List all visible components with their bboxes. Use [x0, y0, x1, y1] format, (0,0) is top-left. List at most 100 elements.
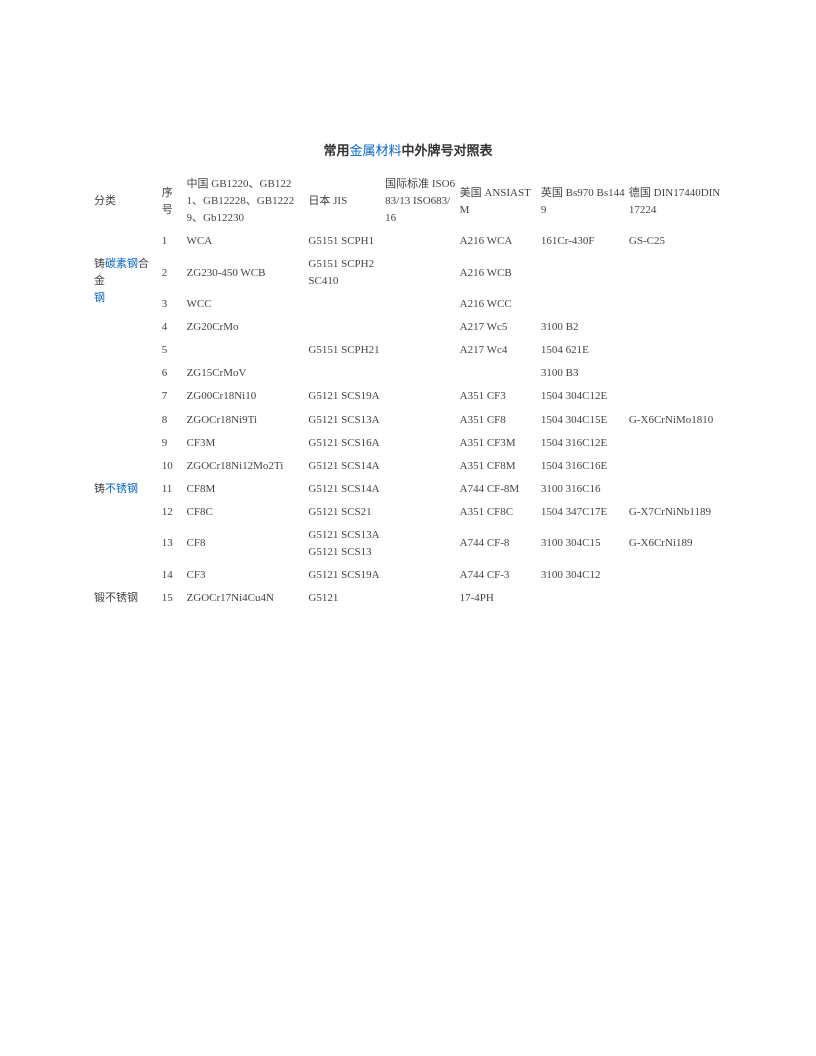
category-cell: 铸碳素钢合金钢 — [92, 253, 160, 316]
jp-cell: G5151 SCPH2 SC410 — [306, 253, 383, 293]
iso-cell — [383, 362, 457, 385]
cat-text: 铸 — [94, 483, 105, 495]
us-cell: A351 CF8 — [458, 409, 539, 432]
uk-cell: 1504 347C17E — [539, 501, 627, 524]
de-cell: G-X6CrNiMo1810 — [627, 409, 724, 432]
cn-cell: WCC — [185, 293, 307, 316]
seq-cell: 2 — [160, 253, 185, 293]
de-cell — [627, 432, 724, 455]
iso-cell — [383, 587, 457, 610]
category-cell — [92, 385, 160, 408]
iso-cell — [383, 339, 457, 362]
category-cell: 铸不锈钢 — [92, 478, 160, 501]
header-iso: 国际标准 ISO683/13 ISO683/16 — [383, 173, 457, 230]
category-cell — [92, 524, 160, 564]
iso-cell — [383, 564, 457, 587]
us-cell: A351 CF8C — [458, 501, 539, 524]
table-row: 5 G5151 SCPH21 A217 Wc4 1504 621E — [92, 339, 724, 362]
category-cell — [92, 455, 160, 478]
iso-cell — [383, 385, 457, 408]
uk-cell: 1504 316C16E — [539, 455, 627, 478]
table-row: 9 CF3M G5121 SCS16A A351 CF3M 1504 316C1… — [92, 432, 724, 455]
us-cell: A744 CF-3 — [458, 564, 539, 587]
iso-cell — [383, 230, 457, 253]
seq-cell: 5 — [160, 339, 185, 362]
uk-cell — [539, 293, 627, 316]
header-row: 分类 序号 中国 GB1220、GB1221、GB12228、GB12229、G… — [92, 173, 724, 230]
cat-text: 铸 — [94, 258, 105, 270]
cat-link[interactable]: 碳素钢 — [105, 258, 138, 270]
de-cell — [627, 385, 724, 408]
table-row: 3 WCC A216 WCC — [92, 293, 724, 316]
de-cell: GS-C25 — [627, 230, 724, 253]
header-seq: 序号 — [160, 173, 185, 230]
de-cell — [627, 316, 724, 339]
cn-cell: ZG15CrMoV — [185, 362, 307, 385]
de-cell — [627, 253, 724, 293]
table-row: 13 CF8 G5121 SCS13A G5121 SCS13 A744 CF-… — [92, 524, 724, 564]
iso-cell — [383, 293, 457, 316]
header-germany: 德国 DIN17440DIN17224 — [627, 173, 724, 230]
jp-cell: G5121 SCS21 — [306, 501, 383, 524]
table-row: 10 ZGOCr18Ni12Mo2Ti G5121 SCS14A A351 CF… — [92, 455, 724, 478]
seq-cell: 12 — [160, 501, 185, 524]
category-cell — [92, 316, 160, 339]
header-uk: 英国 Bs970 Bs1449 — [539, 173, 627, 230]
table-row: 铸不锈钢 11 CF8M G5121 SCS14A A744 CF-8M 310… — [92, 478, 724, 501]
seq-cell: 10 — [160, 455, 185, 478]
us-cell: A351 CF8M — [458, 455, 539, 478]
us-cell: A351 CF3M — [458, 432, 539, 455]
cn-cell — [185, 339, 307, 362]
jp-cell: G5121 SCS19A — [306, 564, 383, 587]
uk-cell: 3100 304C15 — [539, 524, 627, 564]
title-link[interactable]: 金属材料 — [349, 143, 401, 158]
uk-cell: 3100 304C12 — [539, 564, 627, 587]
category-cell — [92, 409, 160, 432]
iso-cell — [383, 455, 457, 478]
seq-cell: 15 — [160, 587, 185, 610]
jp-cell — [306, 293, 383, 316]
cn-cell: ZG20CrMo — [185, 316, 307, 339]
uk-cell: 1504 304C12E — [539, 385, 627, 408]
cn-cell: CF8C — [185, 501, 307, 524]
cn-cell: ZGOCr17Ni4Cu4N — [185, 587, 307, 610]
uk-cell — [539, 253, 627, 293]
seq-cell: 6 — [160, 362, 185, 385]
category-cell — [92, 230, 160, 253]
de-cell — [627, 339, 724, 362]
header-china: 中国 GB1220、GB1221、GB12228、GB12229、Gb12230 — [185, 173, 307, 230]
seq-cell: 3 — [160, 293, 185, 316]
us-cell: A216 WCA — [458, 230, 539, 253]
uk-cell: 161Cr-430F — [539, 230, 627, 253]
jp-cell: G5151 SCPH1 — [306, 230, 383, 253]
de-cell — [627, 587, 724, 610]
table-row: 铸碳素钢合金钢 2 ZG230-450 WCB G5151 SCPH2 SC41… — [92, 253, 724, 293]
cat-text: 锻不锈钢 — [94, 592, 138, 604]
seq-cell: 9 — [160, 432, 185, 455]
jp-cell: G5121 SCS13A — [306, 409, 383, 432]
header-category: 分类 — [92, 173, 160, 230]
title-suffix: 中外牌号对照表 — [402, 143, 493, 158]
cn-cell: CF3M — [185, 432, 307, 455]
us-cell: 17-4PH — [458, 587, 539, 610]
seq-cell: 13 — [160, 524, 185, 564]
de-cell — [627, 478, 724, 501]
de-cell — [627, 564, 724, 587]
us-cell: A744 CF-8M — [458, 478, 539, 501]
table-row: 12 CF8C G5121 SCS21 A351 CF8C 1504 347C1… — [92, 501, 724, 524]
material-table: 分类 序号 中国 GB1220、GB1221、GB12228、GB12229、G… — [92, 173, 724, 610]
us-cell — [458, 362, 539, 385]
seq-cell: 1 — [160, 230, 185, 253]
cn-cell: ZG230-450 WCB — [185, 253, 307, 293]
seq-cell: 7 — [160, 385, 185, 408]
cat-link[interactable]: 钢 — [94, 292, 105, 304]
iso-cell — [383, 432, 457, 455]
page-title: 常用金属材料中外牌号对照表 — [92, 140, 724, 159]
jp-cell: G5151 SCPH21 — [306, 339, 383, 362]
seq-cell: 14 — [160, 564, 185, 587]
table-row: 8 ZGOCr18Ni9Ti G5121 SCS13A A351 CF8 150… — [92, 409, 724, 432]
cat-link[interactable]: 不锈钢 — [105, 483, 138, 495]
seq-cell: 11 — [160, 478, 185, 501]
cn-cell: CF8M — [185, 478, 307, 501]
cn-cell: ZGOCr18Ni12Mo2Ti — [185, 455, 307, 478]
